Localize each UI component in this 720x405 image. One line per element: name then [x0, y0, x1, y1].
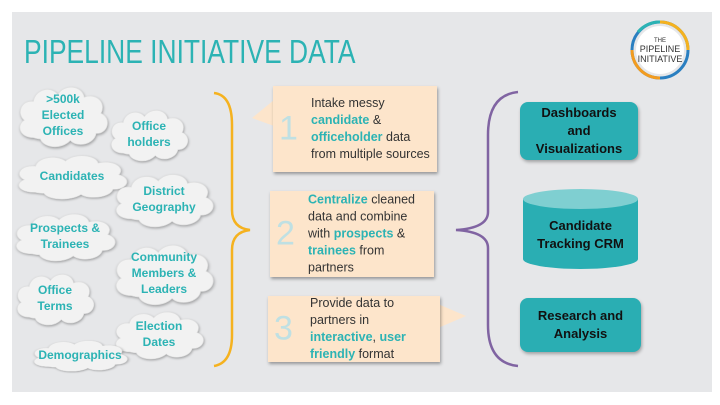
source-cloud: Community Members & Leaders	[112, 240, 216, 306]
source-cloud: Demographics	[30, 338, 130, 372]
highlight-text: officeholder	[311, 130, 383, 144]
highlight-text: candidate	[311, 113, 370, 127]
cloud-icon	[19, 86, 108, 148]
highlight-text: interactive	[310, 330, 373, 344]
research-box: Research and Analysis	[520, 298, 641, 352]
source-cloud: Candidates	[14, 152, 130, 200]
step-2-box: 2 Centralize cleaned data and combine wi…	[270, 191, 434, 277]
highlight-text: prospects	[333, 226, 394, 241]
step-number: 2	[276, 214, 295, 253]
cloud-icon	[115, 311, 204, 360]
cloud-icon	[33, 340, 128, 372]
highlight-text: trainees	[308, 243, 356, 258]
crm-cylinder: Candidate Tracking CRM	[523, 189, 638, 271]
plain-text: data from multiple sources	[311, 130, 430, 161]
cloud-icon	[115, 174, 214, 228]
plain-text: ,	[372, 330, 380, 344]
step-text: Intake messy candidate & officeholder da…	[311, 95, 431, 163]
step-number: 3	[274, 309, 293, 348]
source-label: Election Dates	[135, 319, 183, 349]
cloud-icon	[115, 244, 214, 306]
step-3-box: 3 Provide data to partners in interactiv…	[268, 296, 440, 362]
plain-text: format	[355, 347, 395, 361]
page-title: PIPELINE INITIATIVE DATA	[24, 33, 356, 70]
plain-text: from partners	[308, 243, 385, 275]
source-cloud: Office holders	[108, 106, 190, 162]
svg-text:INITIATIVE: INITIATIVE	[638, 54, 683, 64]
source-label: Candidates	[39, 169, 105, 183]
output-label: Research and Analysis	[537, 308, 624, 341]
source-label: Community Members & Leaders	[131, 250, 197, 296]
pipeline-initiative-logo: THE PIPELINE INITIATIVE	[630, 20, 690, 80]
source-label: Office Terms	[37, 283, 73, 313]
plain-text: &	[369, 113, 382, 127]
source-label: Demographics	[38, 348, 122, 362]
plain-text: Provide data to partners in	[310, 296, 395, 327]
output-label: Dashboards and Visualizations	[535, 105, 623, 156]
source-cloud: Office Terms	[14, 270, 96, 326]
source-cloud: Election Dates	[112, 308, 206, 360]
step-text: Centralize cleaned data and combine with…	[308, 192, 428, 277]
source-label: Prospects & Trainees	[29, 221, 101, 251]
source-label: District Geography	[132, 184, 196, 214]
svg-text:PIPELINE: PIPELINE	[640, 44, 681, 54]
step-1-box: 1 Intake messy candidate & officeholder …	[273, 86, 437, 172]
purple-brace	[455, 90, 519, 368]
source-cloud: >500k Elected Offices	[16, 82, 110, 148]
svg-text:THE: THE	[654, 38, 666, 44]
cloud-icon	[18, 155, 128, 200]
cloud-icon	[111, 110, 189, 162]
output-label: Candidate Tracking CRM	[537, 218, 624, 251]
source-label: Office holders	[127, 119, 171, 149]
source-label: >500k Elected Offices	[41, 92, 85, 138]
cloud-icon	[15, 213, 116, 262]
plain-text: Intake messy	[311, 96, 385, 110]
highlight-text: user friendly	[310, 330, 406, 361]
step-number: 1	[279, 109, 298, 148]
yellow-brace	[213, 91, 251, 368]
database-icon	[523, 189, 638, 269]
source-cloud: District Geography	[112, 170, 216, 228]
highlight-text: Centralize	[308, 192, 368, 207]
source-cloud: Prospects & Trainees	[12, 210, 118, 262]
dashboards-box: Dashboards and Visualizations	[520, 102, 638, 160]
cloud-icon	[17, 274, 95, 326]
plain-text: &	[393, 226, 406, 241]
plain-text: cleaned data and combine with	[308, 192, 416, 241]
step-text: Provide data to partners in interactive,…	[310, 295, 434, 363]
